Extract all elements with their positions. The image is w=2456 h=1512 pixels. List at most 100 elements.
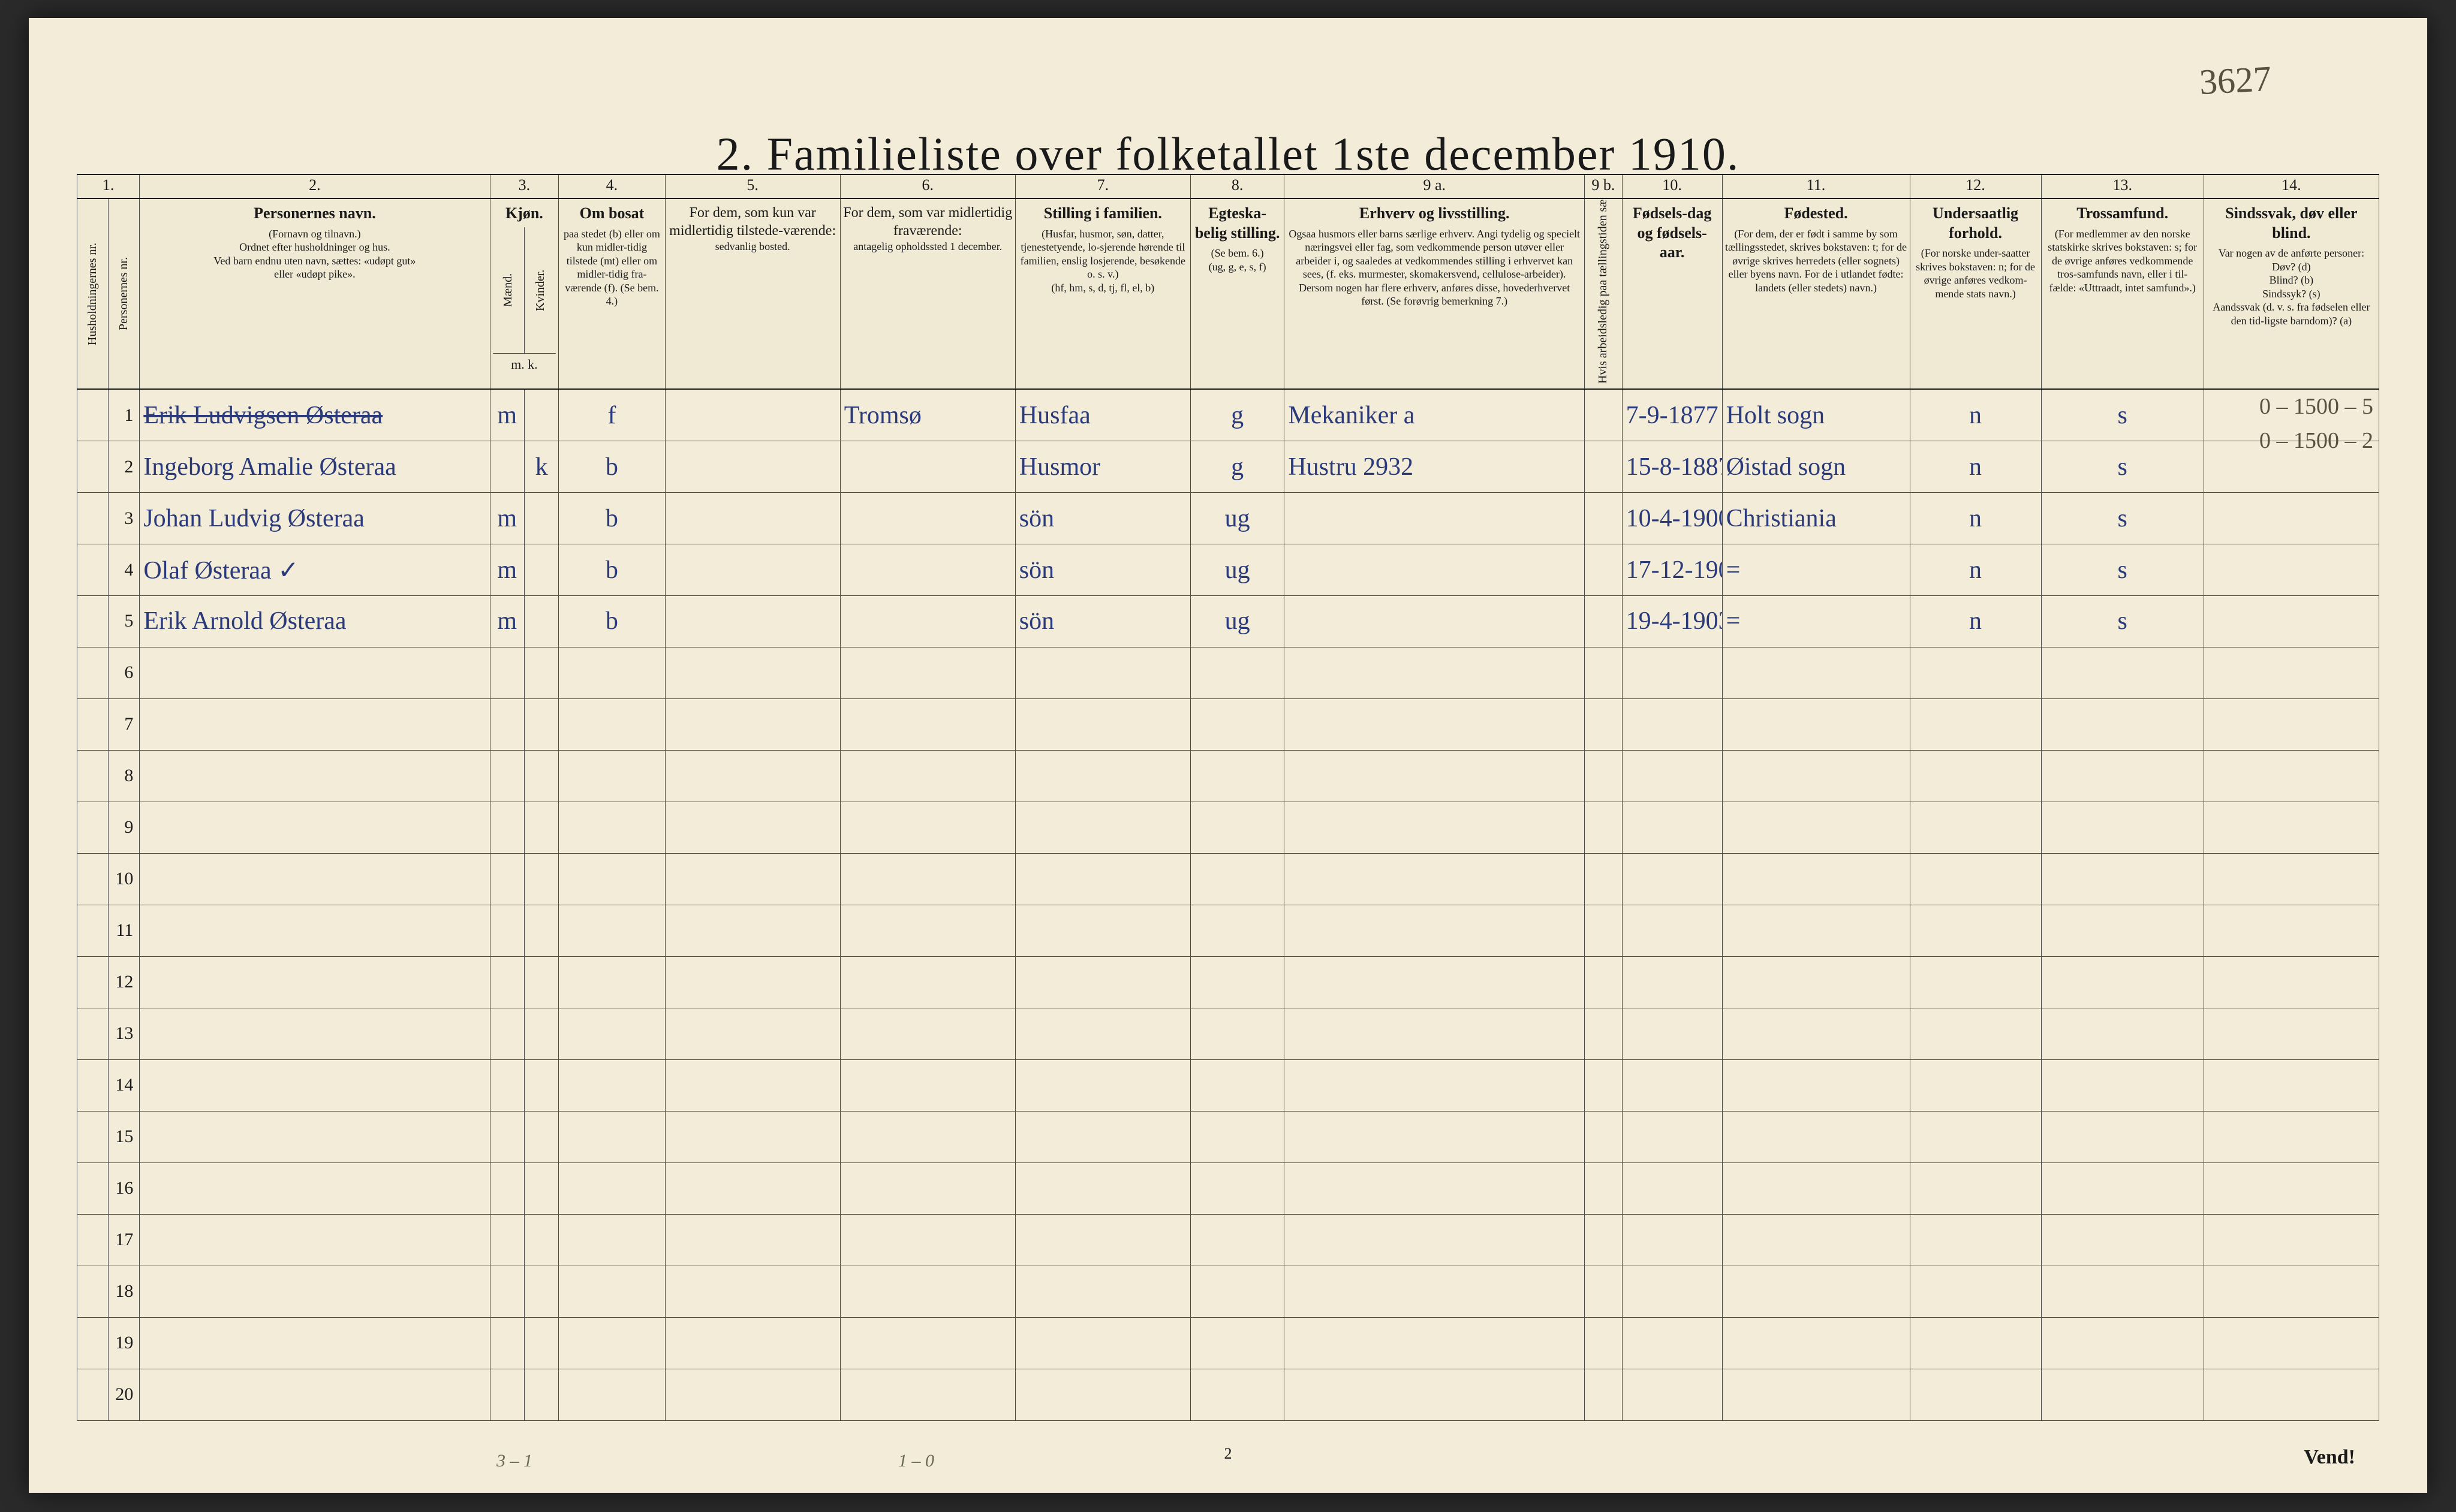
cell-religion — [2041, 1317, 2204, 1369]
cell-nationality — [1910, 1266, 2041, 1317]
cell-household — [77, 1111, 109, 1162]
cell-birthdate: 17-12-1901 — [1622, 544, 1722, 596]
cell-birthdate: 15-8-1887 — [1622, 441, 1722, 493]
cell-unemployed — [1585, 544, 1623, 596]
cell-birthplace: = — [1722, 596, 1910, 647]
cell-sex-m — [490, 1317, 524, 1369]
colnum-1: 1. — [77, 174, 140, 198]
cell-family-pos — [1015, 647, 1190, 698]
cell-religion — [2041, 1111, 2204, 1162]
header-birthplace: Fødested. (For dem, der er født i samme … — [1722, 198, 1910, 389]
cell-disability — [2204, 1214, 2379, 1266]
cell-temp-present — [665, 1266, 840, 1317]
cell-name — [140, 1214, 490, 1266]
cell-marital: g — [1190, 389, 1284, 441]
cell-disability — [2204, 596, 2379, 647]
header-temp-absent: For dem, som var midlertidig fraværende:… — [840, 198, 1015, 389]
cell-family-pos — [1015, 1266, 1190, 1317]
cell-sex-k — [524, 596, 558, 647]
cell-marital — [1190, 1369, 1284, 1420]
cell-nationality — [1910, 1214, 2041, 1266]
cell-name — [140, 1162, 490, 1214]
cell-birthdate — [1622, 1111, 1722, 1162]
cell-person-nr: 9 — [109, 802, 140, 853]
cell-disability — [2204, 1059, 2379, 1111]
cell-birthplace — [1722, 1369, 1910, 1420]
table-row: 19 — [77, 1317, 2379, 1369]
cell-occupation — [1284, 1214, 1585, 1266]
cell-temp-absent — [840, 1214, 1015, 1266]
cell-disability — [2204, 905, 2379, 956]
cell-family-pos — [1015, 802, 1190, 853]
cell-sex-k — [524, 698, 558, 750]
cell-temp-present — [665, 493, 840, 544]
cell-family-pos — [1015, 1111, 1190, 1162]
table-row: 4Olaf Østeraa ✓mbsönug17-12-1901=ns — [77, 544, 2379, 596]
cell-person-nr: 11 — [109, 905, 140, 956]
cell-residence: b — [559, 544, 665, 596]
cell-person-nr: 17 — [109, 1214, 140, 1266]
cell-sex-k — [524, 1317, 558, 1369]
cell-birthplace — [1722, 1111, 1910, 1162]
cell-person-nr: 12 — [109, 956, 140, 1008]
cell-religion — [2041, 1266, 2204, 1317]
cell-name — [140, 1369, 490, 1420]
cell-birthplace — [1722, 905, 1910, 956]
cell-temp-absent — [840, 956, 1015, 1008]
cell-religion — [2041, 853, 2204, 905]
footer-tally-1: 3 – 1 — [496, 1451, 532, 1471]
cell-temp-absent — [840, 802, 1015, 853]
cell-marital: g — [1190, 441, 1284, 493]
cell-sex-m — [490, 1214, 524, 1266]
header-person-nr: Personernes nr. — [109, 198, 140, 389]
cell-religion — [2041, 1369, 2204, 1420]
cell-person-nr: 18 — [109, 1266, 140, 1317]
cell-temp-absent — [840, 905, 1015, 956]
cell-occupation — [1284, 544, 1585, 596]
cell-birthdate — [1622, 1008, 1722, 1059]
cell-nationality — [1910, 647, 2041, 698]
cell-nationality — [1910, 1162, 2041, 1214]
cell-residence — [559, 853, 665, 905]
cell-disability — [2204, 698, 2379, 750]
cell-temp-present — [665, 905, 840, 956]
cell-sex-m — [490, 750, 524, 802]
cell-residence — [559, 1214, 665, 1266]
table-row: 10 — [77, 853, 2379, 905]
cell-religion: s — [2041, 544, 2204, 596]
header-temp-present: For dem, som kun var midlertidig tilsted… — [665, 198, 840, 389]
cell-person-nr: 8 — [109, 750, 140, 802]
cell-residence: b — [559, 441, 665, 493]
colnum-7: 7. — [1015, 174, 1190, 198]
colnum-3: 3. — [490, 174, 559, 198]
colnum-14: 14. — [2204, 174, 2379, 198]
cell-residence — [559, 802, 665, 853]
cell-unemployed — [1585, 1059, 1623, 1111]
cell-household — [77, 1059, 109, 1111]
cell-sex-m — [490, 441, 524, 493]
cell-religion — [2041, 698, 2204, 750]
cell-temp-absent — [840, 544, 1015, 596]
cell-household — [77, 493, 109, 544]
cell-unemployed — [1585, 389, 1623, 441]
cell-occupation: Hustru 2932 — [1284, 441, 1585, 493]
census-table: 1. 2. 3. 4. 5. 6. 7. 8. 9 a. 9 b. 10. 11… — [77, 174, 2379, 1421]
cell-religion — [2041, 802, 2204, 853]
cell-person-nr: 3 — [109, 493, 140, 544]
cell-family-pos — [1015, 956, 1190, 1008]
cell-temp-absent — [840, 1059, 1015, 1111]
cell-residence — [559, 1369, 665, 1420]
cell-household — [77, 1162, 109, 1214]
column-header-row: Husholdningernes nr. Personernes nr. Per… — [77, 198, 2379, 389]
cell-sex-m — [490, 802, 524, 853]
cell-unemployed — [1585, 1214, 1623, 1266]
cell-name — [140, 1008, 490, 1059]
cell-household — [77, 1317, 109, 1369]
cell-marital — [1190, 1214, 1284, 1266]
cell-sex-k — [524, 802, 558, 853]
cell-temp-absent — [840, 1162, 1015, 1214]
cell-sex-k — [524, 647, 558, 698]
cell-religion — [2041, 647, 2204, 698]
cell-sex-k — [524, 1214, 558, 1266]
table-row: 17 — [77, 1214, 2379, 1266]
